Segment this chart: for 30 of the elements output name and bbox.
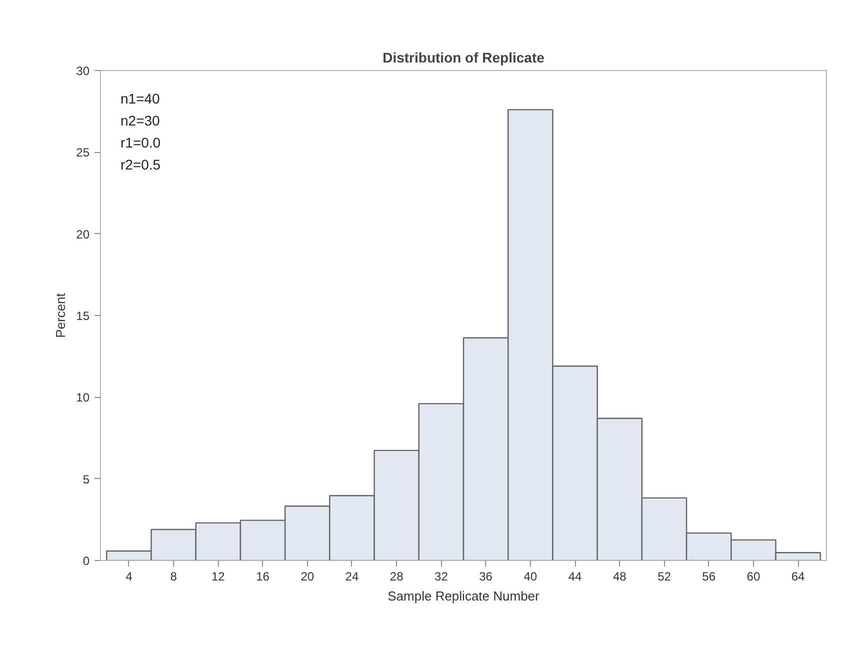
y-axis-title: Percent	[53, 292, 68, 338]
x-tick-label: 16	[256, 570, 270, 584]
x-tick-label: 12	[211, 570, 226, 584]
chart-title: Distribution of Replicate	[382, 50, 545, 66]
x-tick-label: 52	[658, 570, 672, 584]
x-tick-label: 32	[434, 570, 448, 584]
x-tick-label: 44	[568, 570, 582, 584]
x-tick-label: 28	[390, 570, 404, 584]
x-tick-label: 8	[170, 570, 178, 584]
y-tick-label: 5	[82, 472, 90, 486]
y-tick-label: 25	[76, 146, 90, 160]
y-tick-label: 15	[76, 309, 90, 323]
x-tick-label: 60	[746, 570, 760, 584]
annotation: n1=40	[120, 90, 160, 106]
annotation: n2=30	[120, 112, 160, 128]
x-tick-label: 4	[126, 570, 133, 584]
annotation: r2=0.5	[120, 156, 161, 172]
x-tick-label: 36	[479, 570, 493, 584]
y-tick-label: 10	[76, 390, 90, 405]
x-tick-label: 64	[791, 570, 806, 584]
y-tick-label: 0	[82, 554, 90, 568]
x-axis-title: Sample Replicate Number	[388, 588, 540, 604]
x-tick-label: 20	[300, 570, 314, 584]
x-tick-label: 48	[612, 570, 627, 584]
x-tick-label: 56	[702, 570, 716, 584]
x-tick-label: 40	[524, 570, 538, 584]
annotation: r1=0.0	[120, 134, 161, 150]
x-tick-label: 24	[345, 570, 359, 584]
y-tick-label: 20	[76, 227, 90, 242]
y-tick-label: 30	[76, 64, 90, 78]
